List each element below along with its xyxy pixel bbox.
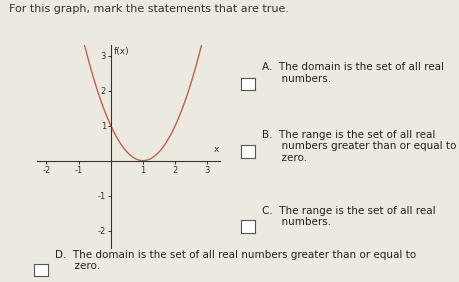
Text: A.  The domain is the set of all real
      numbers.: A. The domain is the set of all real num… xyxy=(262,62,444,84)
Text: B.  The range is the set of all real
      numbers greater than or equal to
    : B. The range is the set of all real numb… xyxy=(262,130,456,163)
Text: D.  The domain is the set of all real numbers greater than or equal to
      zer: D. The domain is the set of all real num… xyxy=(55,250,416,271)
Text: For this graph, mark the statements that are true.: For this graph, mark the statements that… xyxy=(9,4,289,14)
Text: f(x): f(x) xyxy=(113,47,129,56)
Text: x: x xyxy=(213,145,218,154)
Text: C.  The range is the set of all real
      numbers.: C. The range is the set of all real numb… xyxy=(262,206,435,228)
